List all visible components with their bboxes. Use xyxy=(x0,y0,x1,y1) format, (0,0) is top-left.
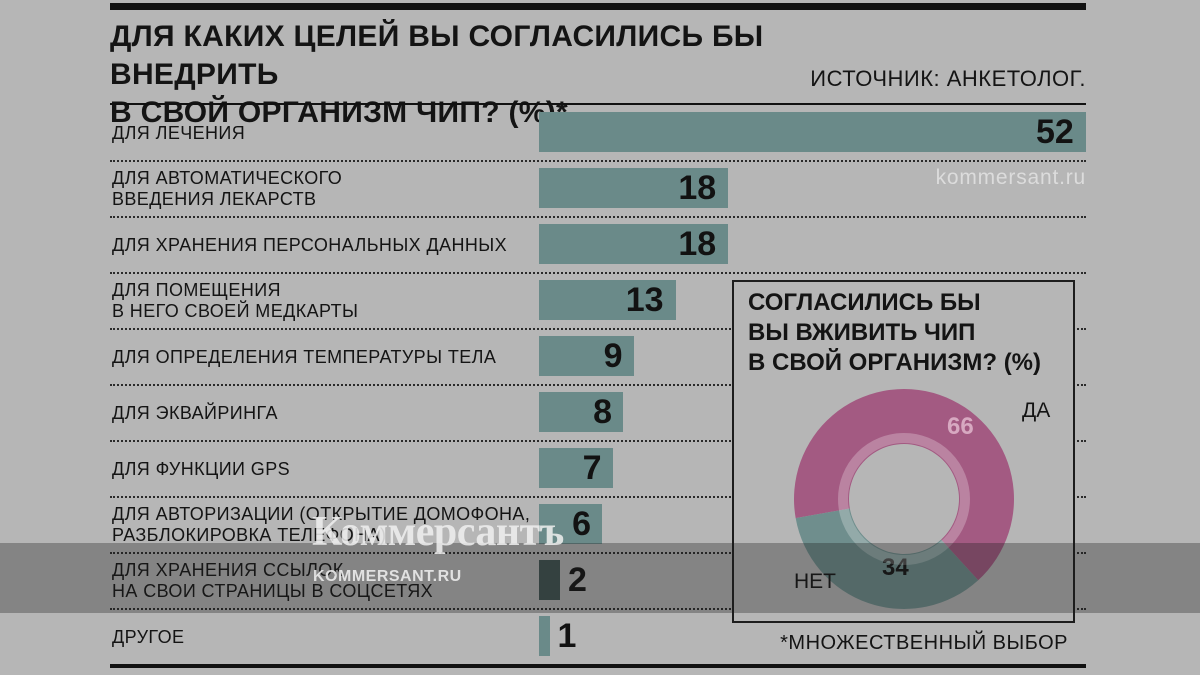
bar xyxy=(539,168,729,208)
bar-label: ДЛЯ ХРАНЕНИЯ ССЫЛОК НА СВОИ СТРАНИЦЫ В С… xyxy=(112,560,434,601)
chart-title: ДЛЯ КАКИХ ЦЕЛЕЙ ВЫ СОГЛАСИЛИСЬ БЫ ВНЕДРИ… xyxy=(110,20,764,129)
top-rule xyxy=(110,3,1086,10)
row-separator xyxy=(110,216,1086,218)
bar-row: ДЛЯ АВТОРИЗАЦИИ (ОТКРЫТИЕ ДОМОФОНА, РАЗБ… xyxy=(110,498,1086,554)
bar xyxy=(539,336,634,376)
donut-title: СОГЛАСИЛИСЬ БЫ ВЫ ВЖИВИТЬ ЧИП В СВОЙ ОРГ… xyxy=(748,289,1042,376)
bar-row: ДРУГОЕ 1 xyxy=(110,610,1086,666)
bar-label: ДРУГОЕ xyxy=(112,626,185,647)
bar-label: ДЛЯ ЭКВАЙРИНГА xyxy=(112,402,278,423)
donut-chart: 66 ДА 34 НЕТ xyxy=(794,389,1050,609)
bar xyxy=(539,560,561,600)
bar xyxy=(539,112,1086,152)
bar-value-label: 6 xyxy=(572,505,592,543)
bar-label: ДЛЯ АВТОМАТИЧЕСКОГО ВВЕДЕНИЯ ЛЕКАРСТВ xyxy=(112,168,343,209)
bar-value-label: 18 xyxy=(678,225,717,263)
bar-row: ДЛЯ ФУНКЦИИ GPS 7 xyxy=(110,442,1086,498)
bottom-rule xyxy=(110,664,1086,668)
bar xyxy=(539,224,729,264)
bar-row: ДЛЯ ХРАНЕНИЯ ПЕРСОНАЛЬНЫХ ДАННЫХ 18 xyxy=(110,218,1086,274)
bar xyxy=(539,448,613,488)
bar-value-label: 2 xyxy=(568,561,587,599)
bar-label: ДЛЯ ХРАНЕНИЯ ПЕРСОНАЛЬНЫХ ДАННЫХ xyxy=(112,234,508,255)
donut-value-label: 66 xyxy=(947,413,974,440)
header-rule xyxy=(110,103,1086,105)
row-separator xyxy=(110,496,1086,498)
bar-row: ДЛЯ АВТОМАТИЧЕСКОГО ВВЕДЕНИЯ ЛЕКАРСТВ 18 xyxy=(110,162,1086,218)
bar-value-label: 52 xyxy=(1036,113,1074,151)
donut-inner-ring xyxy=(838,433,970,565)
watermark-url: KOMMERSANT.RU xyxy=(313,568,462,585)
donut-category-label: ДА xyxy=(1022,399,1050,422)
bar-row: ДЛЯ ЭКВАЙРИНГА 8 xyxy=(110,386,1086,442)
bar-chart: ДЛЯ ЛЕЧЕНИЯ 52 ДЛЯ АВТОМАТИЧЕСКОГО ВВЕДЕНИ… xyxy=(110,106,1086,662)
row-separator xyxy=(110,384,1086,386)
bar xyxy=(539,616,550,656)
bar-row: ДЛЯ ПОМЕЩЕНИЯ В НЕГО СВОЕЙ МЕДКАРТЫ 13 xyxy=(110,274,1086,330)
donut-inset: СОГЛАСИЛИСЬ БЫ ВЫ ВЖИВИТЬ ЧИП В СВОЙ ОРГ… xyxy=(732,280,1075,623)
donut-slice xyxy=(794,389,1014,581)
row-separator xyxy=(110,552,1086,554)
source-note: ИСТОЧНИК: АНКЕТОЛОГ. xyxy=(810,66,1086,91)
bar-row: ДЛЯ ХРАНЕНИЯ ССЫЛОК НА СВОИ СТРАНИЦЫ В С… xyxy=(110,554,1086,610)
bar-label: ДЛЯ АВТОРИЗАЦИИ (ОТКРЫТИЕ ДОМОФОНА, РАЗБ… xyxy=(112,504,531,545)
bar-value-label: 9 xyxy=(603,337,623,375)
watermark-band xyxy=(0,543,1200,613)
donut-hole xyxy=(850,445,958,553)
bar-label: ДЛЯ ОПРЕДЕЛЕНИЯ ТЕМПЕРАТУРЫ ТЕЛА xyxy=(112,346,497,367)
row-separator xyxy=(110,440,1086,442)
bar xyxy=(539,280,676,320)
bar-label: ДЛЯ ЛЕЧЕНИЯ xyxy=(112,122,246,143)
footnote: *МНОЖЕСТВЕННЫЙ ВЫБОР xyxy=(780,632,1068,654)
row-separator xyxy=(110,272,1086,274)
row-separator xyxy=(110,608,1086,610)
bar-value-label: 7 xyxy=(582,449,602,487)
bar xyxy=(539,504,603,544)
bar-row: ДЛЯ ЛЕЧЕНИЯ 52 xyxy=(110,106,1086,162)
bar-row: ДЛЯ ОПРЕДЕЛЕНИЯ ТЕМПЕРАТУРЫ ТЕЛА 9 xyxy=(110,330,1086,386)
bar-value-label: 8 xyxy=(593,393,613,431)
row-separator xyxy=(110,160,1086,162)
donut-value-label: 34 xyxy=(882,554,909,581)
bar-value-label: 13 xyxy=(625,281,664,319)
bar-label: ДЛЯ ПОМЕЩЕНИЯ В НЕГО СВОЕЙ МЕДКАРТЫ xyxy=(112,280,359,321)
bar-value-label: 1 xyxy=(557,617,577,655)
watermark-logo: Коммерсантъ xyxy=(312,509,564,555)
bar xyxy=(539,392,624,432)
bar-label: ДЛЯ ФУНКЦИИ GPS xyxy=(112,458,291,479)
donut-slice xyxy=(795,508,979,609)
row-separator xyxy=(110,328,1086,330)
bar-value-label: 18 xyxy=(678,169,717,207)
watermark-site-text: kommersant.ru xyxy=(935,166,1086,189)
donut-category-label: НЕТ xyxy=(794,570,836,593)
